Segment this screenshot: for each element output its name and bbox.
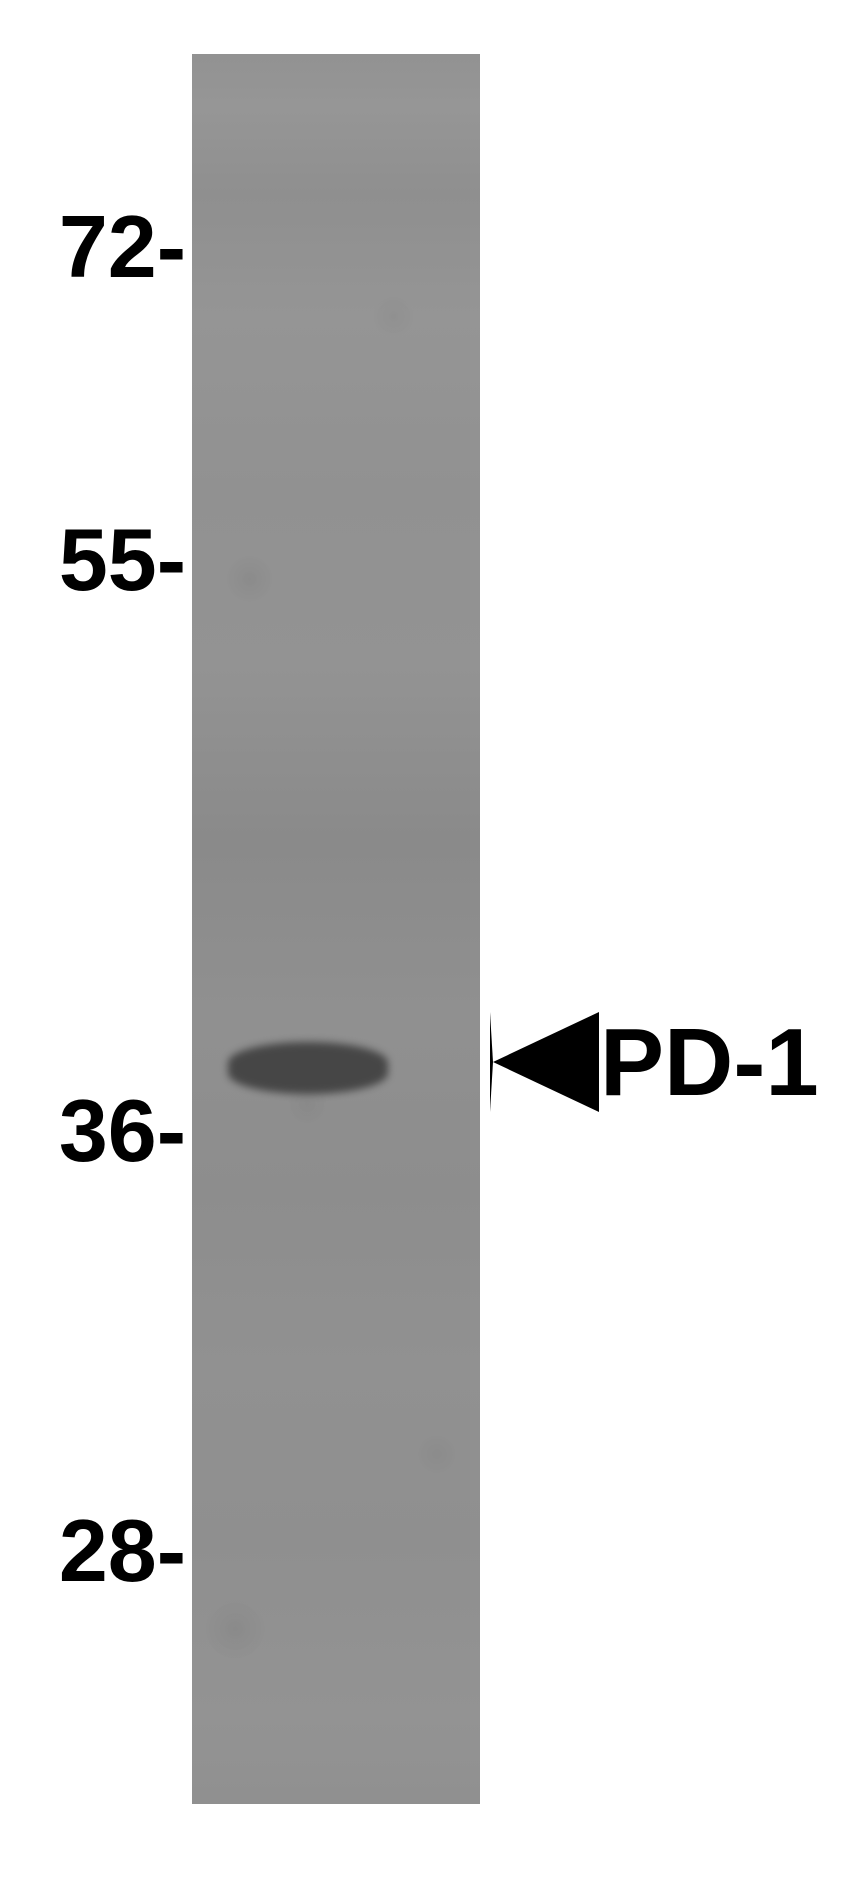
target-arrow-icon: [490, 1012, 599, 1112]
mw-marker-28: 28-: [26, 1500, 186, 1602]
mw-marker-72: 72-: [26, 196, 186, 298]
target-label: PD-1: [600, 1008, 819, 1118]
mw-marker-55: 55-: [26, 509, 186, 611]
mw-marker-36: 36-: [26, 1080, 186, 1182]
pd1-band: [228, 1042, 388, 1094]
western-blot-figure: 72- 55- 36- 28- PD-1: [0, 0, 864, 1884]
lane-noise: [192, 54, 480, 1804]
blot-lane: [192, 54, 480, 1804]
